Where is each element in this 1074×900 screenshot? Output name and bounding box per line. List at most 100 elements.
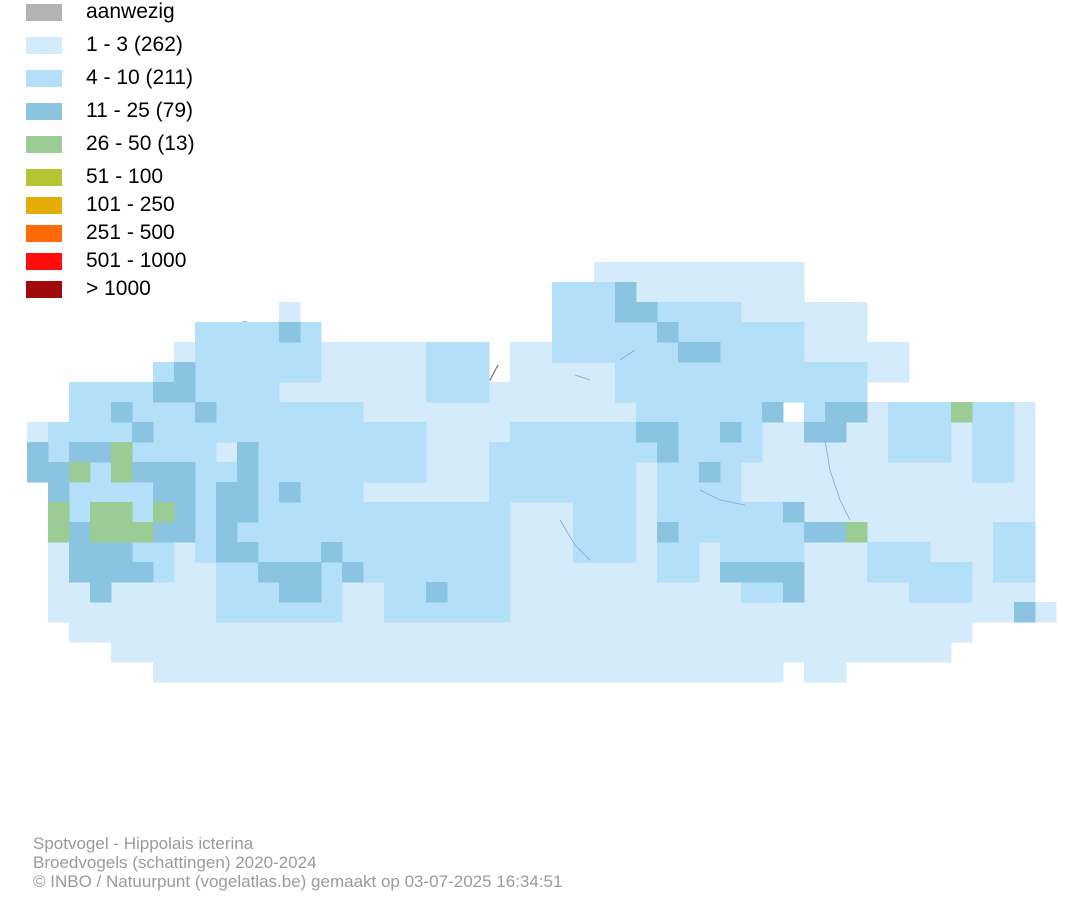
grid-cell bbox=[111, 462, 133, 483]
river-line bbox=[824, 439, 851, 521]
grid-cell bbox=[48, 602, 994, 623]
grid-cell bbox=[573, 502, 637, 563]
rivers bbox=[559, 349, 851, 561]
legend-item: 4 - 10 (211) bbox=[26, 67, 193, 88]
grid-cell bbox=[237, 502, 259, 523]
legend-item: 101 - 250 bbox=[26, 194, 175, 215]
grid-cell bbox=[132, 522, 154, 543]
grid-cell bbox=[111, 642, 952, 663]
grid-cell bbox=[783, 582, 805, 603]
grid-cell bbox=[279, 302, 301, 323]
grid-cell bbox=[69, 562, 91, 583]
grid-cell bbox=[132, 562, 154, 583]
grid-cell bbox=[111, 542, 133, 563]
grid-cell bbox=[951, 402, 973, 423]
legend-swatch bbox=[26, 224, 62, 242]
grid-cell bbox=[489, 382, 616, 403]
grid-cell bbox=[216, 542, 238, 563]
grid-cell bbox=[720, 562, 742, 583]
grid-cell bbox=[300, 582, 322, 603]
grid-cell bbox=[111, 442, 133, 463]
grid-cell bbox=[27, 442, 49, 463]
legend-label: 501 - 1000 bbox=[86, 249, 187, 272]
grid-cell bbox=[90, 442, 112, 463]
copyright-line: © INBO / Natuurpunt (vogelatlas.be) gema… bbox=[33, 872, 563, 891]
grid-cell bbox=[993, 522, 1036, 583]
grid-cell bbox=[237, 442, 259, 463]
grid-cell bbox=[69, 522, 91, 543]
grid-cell bbox=[132, 422, 154, 443]
grid-cell bbox=[846, 402, 868, 423]
grid-cell bbox=[237, 542, 259, 563]
grid-cell bbox=[90, 522, 112, 543]
grid-cell bbox=[69, 462, 91, 483]
grid-cell bbox=[279, 562, 301, 583]
grid-cell bbox=[426, 582, 448, 603]
grid-cell bbox=[321, 542, 343, 563]
grid-cell bbox=[48, 482, 70, 503]
grid-cell bbox=[720, 422, 742, 443]
grid-cell bbox=[174, 522, 196, 543]
grid-cell bbox=[741, 562, 763, 583]
grid-cell bbox=[174, 502, 196, 523]
grid-cell bbox=[909, 562, 973, 603]
legend-swatch bbox=[26, 102, 62, 120]
legend-label: 101 - 250 bbox=[86, 193, 175, 216]
legend-item: 1 - 3 (262) bbox=[26, 34, 183, 55]
legend-item: 26 - 50 (13) bbox=[26, 133, 195, 154]
legend-swatch bbox=[26, 196, 62, 214]
legend-label: 4 - 10 (211) bbox=[86, 66, 193, 89]
legend-swatch bbox=[26, 168, 62, 186]
species-title: Spotvogel - Hippolais icterina bbox=[33, 834, 254, 853]
grid-cell bbox=[300, 562, 322, 583]
river-line bbox=[699, 489, 746, 506]
grid-cell bbox=[69, 542, 91, 563]
legend-swatch bbox=[26, 69, 62, 87]
grid-cell bbox=[804, 422, 826, 443]
grid-cell bbox=[111, 562, 133, 583]
grid-cell bbox=[552, 282, 616, 363]
grid-cell bbox=[279, 482, 301, 503]
legend-swatch bbox=[26, 135, 62, 153]
grid-cell bbox=[90, 562, 112, 583]
legend-label: 51 - 100 bbox=[86, 165, 164, 188]
river-line bbox=[574, 374, 591, 381]
legend-item: 11 - 25 (79) bbox=[26, 100, 193, 121]
legend-swatch bbox=[26, 280, 62, 298]
grid-cell bbox=[888, 402, 952, 463]
grid-cell bbox=[48, 462, 70, 483]
grid-cell bbox=[153, 482, 175, 503]
legend-item: > 1000 bbox=[26, 278, 151, 299]
legend-item: aanwezig bbox=[26, 1, 175, 22]
grid-cell bbox=[153, 462, 175, 483]
grid-cell bbox=[783, 562, 805, 583]
grid-cell bbox=[489, 442, 574, 503]
grid-cell bbox=[972, 402, 1015, 483]
grid-cell bbox=[615, 282, 637, 303]
grid-cell bbox=[825, 402, 847, 423]
grid-cell bbox=[258, 562, 280, 583]
grid-cell bbox=[174, 462, 196, 483]
grid-cell bbox=[237, 482, 259, 503]
grid-cell bbox=[342, 562, 364, 583]
grid-cell bbox=[216, 522, 238, 543]
grid-cell bbox=[111, 522, 133, 543]
grid-cell bbox=[69, 622, 973, 643]
grid-cell bbox=[90, 582, 112, 603]
grid-cell bbox=[762, 402, 784, 423]
river-line bbox=[619, 349, 636, 361]
grid-cell bbox=[699, 462, 721, 483]
grid-cell bbox=[216, 502, 238, 523]
grid-cell bbox=[279, 322, 301, 343]
legend-item: 501 - 1000 bbox=[26, 250, 186, 271]
legend-label: 251 - 500 bbox=[86, 221, 175, 244]
grid-cell bbox=[216, 482, 238, 503]
grid-cell bbox=[699, 342, 721, 363]
grid-cell bbox=[657, 542, 700, 583]
grid-cell bbox=[678, 342, 700, 363]
grid-cell bbox=[636, 422, 658, 443]
legend-label: 1 - 3 (262) bbox=[86, 33, 183, 56]
legend-label: 11 - 25 (79) bbox=[86, 99, 193, 122]
grid-cell bbox=[174, 362, 196, 383]
